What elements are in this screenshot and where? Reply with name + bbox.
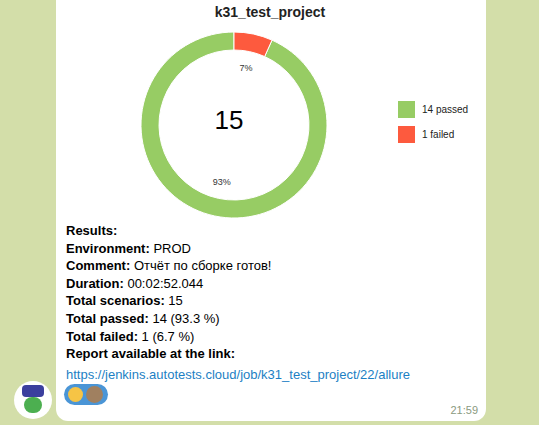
html-text:https://jenkins.autotests.clou: https://jenkins.autotests.cloud/job/k31_… [66,366,410,382]
html-text:Total scenarios: 15: Total scenarios: 15 [66,293,183,309]
html-text:Comment: Отчёт по сборке готов: Comment: Отчёт по сборке готов! [66,258,272,274]
html-text:Results:: Results: [66,223,118,238]
html-text:k31_test_project: k31_test_project [214,4,326,20]
html-text:14 passed: 14 passed [422,104,469,115]
svg-text:7%: 7% [240,63,253,73]
html-text:15: 15 [214,105,244,135]
html-text:Total passed: 14 (93.3 %): Total passed: 14 (93.3 %) [66,311,220,326]
svg-text:93%: 93% [213,177,231,187]
html-text:Duration: 00:02:52.044: Duration: 00:02:52.044 [66,275,204,291]
html-text:Report available at the link:: Report available at the link: [66,346,235,362]
html-text:Total failed: 1 (6.7 %): Total failed: 1 (6.7 %) [66,328,195,344]
html-text:1 failed: 1 failed [422,129,455,140]
html-text:21:59: 21:59 [450,404,478,416]
html-text:Environment: PROD: Environment: PROD [66,240,191,256]
